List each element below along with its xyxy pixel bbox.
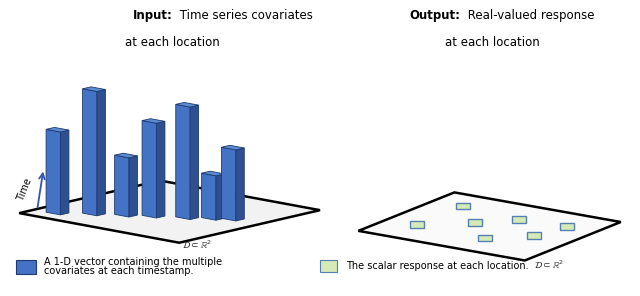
Polygon shape xyxy=(115,153,138,158)
Polygon shape xyxy=(190,105,198,220)
Text: Time: Time xyxy=(15,176,33,202)
Polygon shape xyxy=(97,89,106,216)
Bar xyxy=(410,221,424,228)
Text: at each location: at each location xyxy=(125,36,220,49)
Bar xyxy=(560,223,574,230)
Text: covariates at each timestamp.: covariates at each timestamp. xyxy=(44,266,193,276)
Bar xyxy=(468,219,482,226)
Polygon shape xyxy=(61,130,69,215)
Text: Time series covariates: Time series covariates xyxy=(176,9,313,22)
Polygon shape xyxy=(221,147,236,221)
Polygon shape xyxy=(19,181,320,243)
Polygon shape xyxy=(156,121,165,218)
Text: Real-valued response: Real-valued response xyxy=(464,9,595,22)
Polygon shape xyxy=(216,174,225,220)
Polygon shape xyxy=(46,129,61,215)
Polygon shape xyxy=(142,119,165,123)
Polygon shape xyxy=(236,148,244,221)
Polygon shape xyxy=(129,156,138,217)
Polygon shape xyxy=(176,104,190,220)
Polygon shape xyxy=(142,121,156,218)
Polygon shape xyxy=(221,145,244,150)
Polygon shape xyxy=(83,87,106,91)
Polygon shape xyxy=(176,102,198,107)
Text: at each location: at each location xyxy=(445,36,540,49)
Polygon shape xyxy=(202,171,225,176)
Polygon shape xyxy=(115,155,129,217)
Bar xyxy=(320,260,337,272)
Polygon shape xyxy=(83,89,97,216)
Text: Output:: Output: xyxy=(410,9,461,22)
Text: The scalar response at each location.: The scalar response at each location. xyxy=(346,261,528,271)
Text: $\mathcal{D} \subset \mathbb{R}^2$: $\mathcal{D} \subset \mathbb{R}^2$ xyxy=(182,238,212,251)
Polygon shape xyxy=(202,173,216,220)
Bar xyxy=(478,235,492,241)
Text: Input:: Input: xyxy=(133,9,173,22)
Bar xyxy=(512,216,526,223)
Polygon shape xyxy=(358,192,621,260)
Text: A 1-D vector containing the multiple: A 1-D vector containing the multiple xyxy=(44,257,221,267)
Bar xyxy=(16,260,36,274)
Polygon shape xyxy=(46,127,69,132)
Bar xyxy=(527,232,541,239)
Text: $\mathcal{D} \subset \mathbb{R}^2$: $\mathcal{D} \subset \mathbb{R}^2$ xyxy=(534,259,564,271)
Bar xyxy=(456,203,470,210)
